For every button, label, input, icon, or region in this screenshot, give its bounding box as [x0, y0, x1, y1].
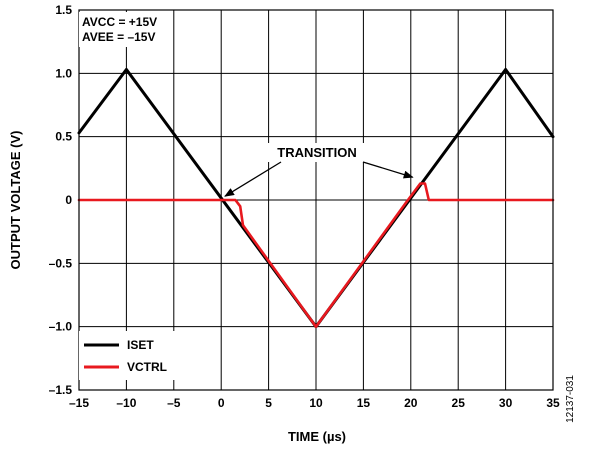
- y-tick-label: 0.5: [55, 130, 72, 144]
- x-tick-label: 30: [499, 396, 513, 410]
- y-tick-label: 1.5: [55, 3, 72, 17]
- x-tick-label: 35: [546, 396, 560, 410]
- x-tick-label: 15: [357, 396, 371, 410]
- y-tick-label: 1.0: [55, 66, 72, 80]
- x-tick-label: –10: [116, 396, 136, 410]
- y-tick-label: –1.5: [49, 383, 73, 397]
- transition-annotation: TRANSITION: [224, 143, 414, 197]
- legend-label-vctrl: VCTRL: [127, 360, 167, 374]
- tick-labels: –15 –10 –5 0 5 10 15 20 25 30 35 1.5 1.0 0.5 0 –0.5 –1.0…: [49, 3, 560, 410]
- legend-label-iset: ISET: [127, 338, 154, 352]
- transition-label-background: [262, 143, 372, 162]
- supply-note-avee: AVEE = –15V: [82, 30, 156, 44]
- series-line-vctrl: [77, 182, 555, 329]
- x-tick-label: 10: [309, 396, 323, 410]
- x-tick-label: 20: [404, 396, 418, 410]
- transition-arrow: [362, 161, 414, 179]
- y-tick-label: 0: [65, 193, 72, 207]
- x-tick-label: –5: [167, 396, 181, 410]
- legend-background: [79, 331, 197, 380]
- transition-arrow: [224, 161, 282, 197]
- x-axis-label: TIME (µs): [288, 429, 346, 444]
- transition-label: TRANSITION: [277, 145, 356, 160]
- plot-frame: [78, 9, 554, 391]
- supply-note-background: [79, 12, 173, 47]
- x-tick-label: 5: [265, 396, 272, 410]
- x-tick-label: 25: [452, 396, 466, 410]
- series-layer: [77, 68, 555, 329]
- x-tick-label: –15: [69, 396, 89, 410]
- supply-note-avcc: AVCC = +15V: [82, 15, 157, 29]
- y-axis-label: OUTPUT VOLTAGE (V): [8, 131, 23, 270]
- figure-id: 12137-031: [565, 375, 576, 423]
- y-tick-label: –1.0: [49, 320, 73, 334]
- x-tick-label: 0: [218, 396, 225, 410]
- legend: ISET VCTRL: [79, 331, 197, 380]
- y-tick-label: –0.5: [49, 256, 73, 270]
